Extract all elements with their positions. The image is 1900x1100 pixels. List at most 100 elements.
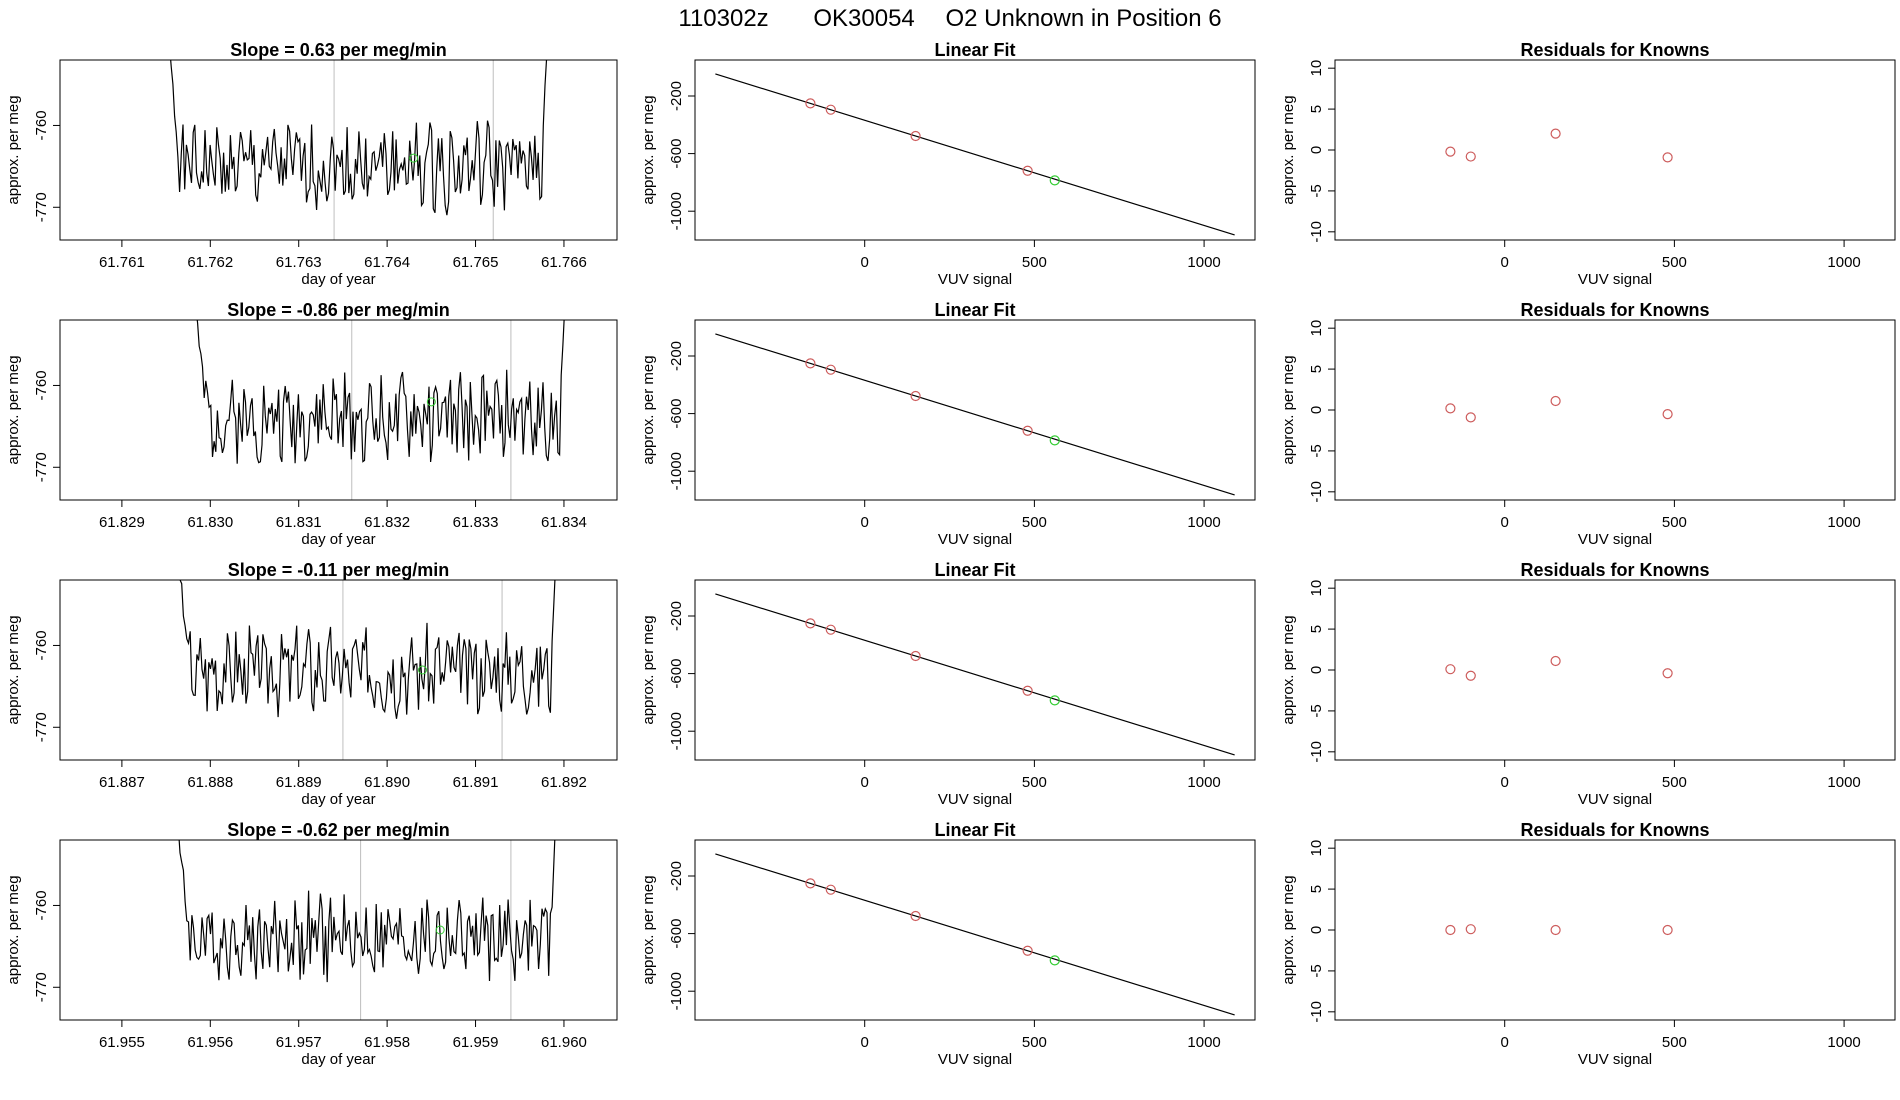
y-tick-label: -200 (668, 341, 685, 371)
x-tick-label: 61.956 (187, 1034, 233, 1051)
x-axis-label: VUV signal (1578, 791, 1652, 808)
plot-area (179, 580, 556, 760)
x-axis-label: VUV signal (1578, 531, 1652, 548)
plot-area (1445, 924, 1673, 936)
series-line (179, 580, 556, 719)
x-tick-label: 500 (1022, 774, 1047, 791)
panel-r2-c3: Residuals for Knowns 0 500 1000 10 5 0 -5 -10 VUV… (1280, 300, 1896, 548)
plot-frame (59, 59, 618, 241)
known-point (910, 390, 921, 402)
plot-frame (59, 319, 618, 501)
x-tick-label: 500 (1662, 774, 1687, 791)
panel-r1-c1: Slope = 0.63 per meg/min 61.761 61.762 61.7… (5, 40, 618, 288)
y-tick-label: -600 (668, 919, 685, 949)
known-point (805, 618, 816, 629)
known-point (1445, 146, 1456, 157)
x-tick-label: 61.887 (99, 774, 145, 791)
known-point (825, 624, 836, 635)
panel-r3-c3: Residuals for Knowns 0 500 1000 10 5 0 -5 -10 VUV… (1280, 560, 1896, 808)
x-tick-label: 61.761 (99, 254, 145, 271)
panel-r1-c3: Residuals for Knowns 0 500 1000 10 5 0 -5 -10 VUV… (1280, 40, 1896, 288)
y-tick-label: -760 (33, 890, 50, 920)
x-axis-label: VUV signal (938, 271, 1012, 288)
y-tick-label: -200 (668, 81, 685, 111)
y-tick-label: -10 (1308, 1001, 1325, 1023)
known-point (910, 130, 921, 142)
y-tick-label: 10 (1308, 320, 1325, 337)
plot-area (1445, 395, 1673, 423)
y-tick-label: -1000 (668, 192, 685, 230)
x-tick-label: 61.957 (276, 1034, 322, 1051)
y-tick-label: -760 (33, 630, 50, 660)
y-tick-label: -770 (33, 972, 50, 1002)
unknown-point (1049, 955, 1060, 966)
y-axis-label: approx. per meg (640, 875, 657, 984)
y-tick-label: -5 (1308, 444, 1325, 457)
x-tick-label: 1000 (1187, 254, 1220, 271)
y-tick-label: -10 (1308, 481, 1325, 503)
plot-frame (59, 579, 618, 761)
y-tick-label: 0 (1308, 406, 1325, 414)
panel-title: Linear Fit (934, 40, 1015, 60)
known-point (1445, 403, 1456, 414)
y-tick-label: 0 (1308, 926, 1325, 934)
y-tick-label: 10 (1308, 580, 1325, 597)
y-axis-label: approx. per meg (1280, 615, 1297, 724)
x-tick-label: 0 (861, 1034, 869, 1051)
y-tick-label: -770 (33, 452, 50, 482)
y-tick-label: -760 (33, 370, 50, 400)
x-tick-label: 1000 (1827, 774, 1860, 791)
known-point (1465, 924, 1476, 935)
plot-area (1445, 655, 1673, 681)
known-point (1022, 945, 1033, 956)
y-tick-label: -10 (1308, 221, 1325, 243)
known-point (805, 358, 816, 369)
known-point (1465, 670, 1476, 681)
y-tick-label: 10 (1308, 840, 1325, 857)
known-point (1550, 655, 1561, 667)
x-tick-label: 1000 (1827, 514, 1860, 531)
known-point (1662, 924, 1673, 936)
y-axis-label: approx. per meg (1280, 95, 1297, 204)
y-tick-label: 0 (1308, 146, 1325, 154)
y-axis-label: approx. per meg (640, 95, 657, 204)
x-tick-label: 61.889 (276, 774, 322, 791)
x-axis-label: day of year (301, 1051, 375, 1068)
y-tick-label: -10 (1308, 741, 1325, 763)
y-tick-label: -1000 (668, 712, 685, 750)
x-tick-label: 61.830 (187, 514, 233, 531)
panel-title: Linear Fit (934, 820, 1015, 840)
y-tick-label: -200 (668, 601, 685, 631)
plot-area (1445, 128, 1673, 163)
unknown-point (409, 153, 419, 163)
known-point (1662, 668, 1673, 679)
x-tick-label: 61.960 (541, 1034, 587, 1051)
y-axis-label: approx. per meg (1280, 875, 1297, 984)
y-tick-label: -5 (1308, 704, 1325, 717)
y-axis-label: approx. per meg (5, 355, 22, 464)
plot-area (170, 60, 548, 240)
y-axis-label: approx. per meg (5, 615, 22, 724)
y-tick-label: -770 (33, 192, 50, 222)
x-tick-label: 61.766 (541, 254, 587, 271)
y-tick-label: -600 (668, 139, 685, 169)
x-tick-label: 61.832 (364, 514, 410, 531)
panel-title: Slope = -0.86 per meg/min (227, 300, 450, 320)
known-point (1465, 412, 1476, 423)
plot-frame (1334, 319, 1896, 501)
panel-title: Slope = -0.62 per meg/min (227, 820, 450, 840)
fit-line (715, 73, 1235, 236)
figure-title: 110302z OK30054 O2 Unknown in Position 6 (678, 5, 1221, 32)
x-tick-label: 0 (861, 774, 869, 791)
known-point (805, 98, 816, 109)
x-axis-label: VUV signal (938, 531, 1012, 548)
x-tick-label: 61.834 (541, 514, 587, 531)
y-tick-label: -200 (668, 861, 685, 891)
x-tick-label: 61.765 (453, 254, 499, 271)
y-tick-label: 5 (1308, 365, 1325, 373)
panel-r2-c2: Linear Fit 0 500 1000 -200 -600 -1000 VUV signa… (640, 300, 1256, 548)
plot-area (715, 333, 1235, 496)
x-tick-label: 61.831 (276, 514, 322, 531)
x-tick-label: 1000 (1827, 254, 1860, 271)
